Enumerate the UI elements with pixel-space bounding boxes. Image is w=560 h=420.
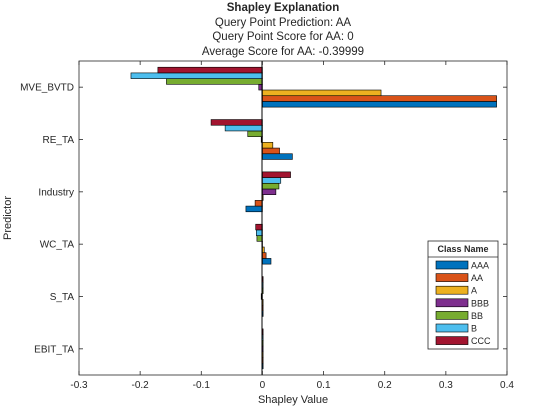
bar-Industry-AA	[254, 200, 263, 207]
bar-MVE_BVTD-A	[262, 89, 382, 97]
legend-label-AA: AA	[471, 273, 483, 283]
bar-WC_TA-CCC	[255, 223, 263, 231]
x-tick-label: -0.1	[193, 380, 211, 391]
bar-RE_TA-B	[224, 124, 263, 132]
bar-EBIT_TA-B	[262, 334, 264, 341]
bar-Industry-BBB	[262, 188, 277, 195]
legend-label-BBB: BBB	[471, 298, 489, 308]
x-tick-label: 0.3	[439, 380, 453, 391]
bar-EBIT_TA-AA	[262, 357, 264, 364]
legend-swatch-AA	[435, 273, 469, 282]
bar-Industry-A	[262, 194, 264, 201]
bar-RE_TA-AAA	[262, 153, 293, 160]
bar-EBIT_TA-A	[262, 351, 264, 358]
bar-Industry-CCC	[262, 171, 291, 178]
y-tick-label-RE_TA: RE_TA	[43, 135, 75, 146]
bar-EBIT_TA-CCC	[262, 328, 264, 335]
bar-S_TA-CCC	[262, 276, 264, 283]
bar-MVE_BVTD-BB	[166, 78, 263, 85]
x-tick-label: 0.4	[500, 380, 514, 391]
legend-label-B: B	[471, 324, 477, 334]
bar-MVE_BVTD-AAA	[262, 101, 497, 108]
bar-S_TA-B	[262, 281, 264, 289]
plot-frame	[78, 60, 508, 376]
bar-S_TA-A	[262, 299, 264, 306]
bar-Industry-BB	[262, 182, 280, 190]
bar-MVE_BVTD-CCC	[157, 66, 263, 74]
chart-subtitle-2: Query Point Score for AA: 0	[212, 31, 353, 43]
legend-label-CCC: CCC	[471, 336, 491, 346]
x-tick-label: -0.2	[132, 380, 150, 391]
x-tick-label: 0	[260, 380, 266, 391]
bar-EBIT_TA-BBB	[262, 345, 264, 352]
y-axis: MVE_BVTD RE_TA Industry WC_TA S_TA EBIT_TA	[20, 83, 507, 355]
bar-MVE_BVTD-AA	[262, 95, 497, 102]
x-axis-label: Shapley Value	[258, 394, 328, 406]
y-tick-label-WC_TA: WC_TA	[40, 240, 75, 251]
legend-swatch-BB	[435, 311, 469, 320]
bar-RE_TA-A	[262, 142, 274, 149]
chart-subtitle-3: Average Score for AA: -0.39999	[202, 46, 364, 58]
legend-label-AAA: AAA	[471, 261, 489, 271]
bar-S_TA-BB	[262, 287, 264, 294]
y-tick-label-MVE_BVTD: MVE_BVTD	[20, 83, 74, 94]
x-tick-label: 0.2	[378, 380, 392, 391]
chart-subtitle-1: Query Point Prediction: AA	[215, 17, 351, 29]
y-tick-label-S_TA: S_TA	[50, 292, 75, 303]
legend-swatch-B	[435, 323, 469, 333]
bar-S_TA-AA	[262, 304, 264, 312]
legend-title: Class Name	[437, 244, 488, 254]
bar-S_TA-AAA	[262, 310, 264, 317]
chart-title: Shapley Explanation	[227, 2, 339, 14]
bar-EBIT_TA-BB	[262, 339, 264, 347]
bar-EBIT_TA-AAA	[262, 362, 264, 370]
legend-swatch-A	[435, 285, 469, 295]
bar-RE_TA-BB	[247, 130, 263, 137]
y-axis-label: Predictor	[2, 196, 14, 240]
bar-MVE_BVTD-B	[130, 72, 263, 79]
y-tick-label-Industry: Industry	[38, 187, 74, 198]
legend-label-BB: BB	[471, 311, 483, 321]
x-tick-label: 0.1	[317, 380, 331, 391]
legend-swatch-AAA	[435, 260, 469, 270]
bar-WC_TA-AAA	[262, 258, 272, 265]
bar-Industry-B	[262, 177, 282, 184]
bar-WC_TA-AA	[262, 252, 267, 259]
legend-label-A: A	[471, 286, 477, 296]
legend-swatch-CCC	[435, 336, 469, 345]
bar-WC_TA-A	[262, 246, 265, 254]
bar-RE_TA-AA	[262, 147, 280, 155]
x-tick-label: -0.3	[70, 380, 88, 391]
bar-RE_TA-CCC	[210, 119, 263, 126]
legend-swatch-BBB	[435, 298, 469, 308]
y-tick-label-EBIT_TA: EBIT_TA	[34, 344, 74, 355]
bar-Industry-AAA	[245, 205, 263, 213]
x-axis: -0.3 -0.2 -0.1 0 0.1 0.2 0.3 0.4	[70, 61, 514, 391]
